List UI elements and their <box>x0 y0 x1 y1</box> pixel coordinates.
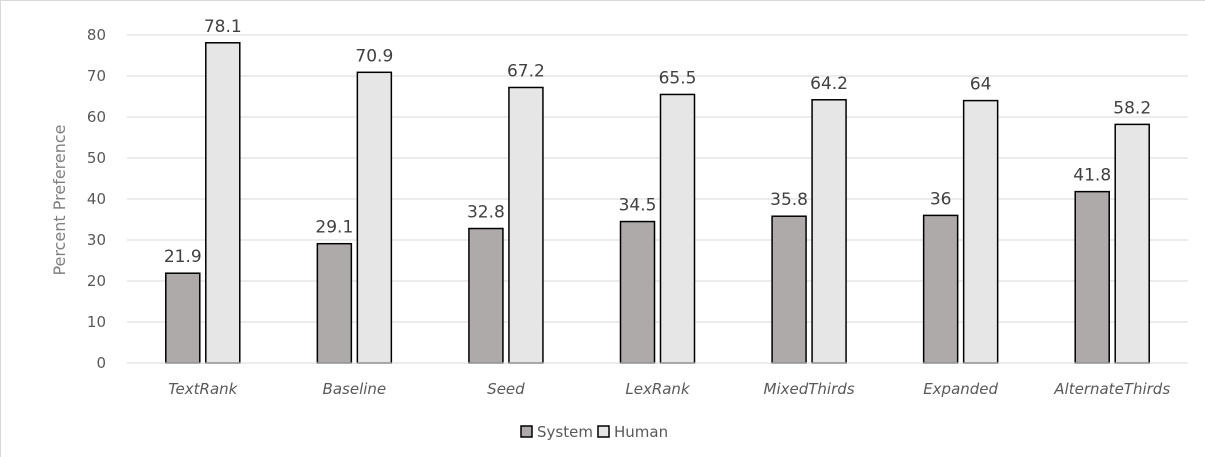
data-label: 35.8 <box>770 190 808 210</box>
bar-human <box>205 42 241 364</box>
legend-swatch-system <box>520 425 533 438</box>
y-tick-label: 80 <box>87 26 106 44</box>
legend-swatch-human <box>597 425 610 438</box>
data-label: 29.1 <box>315 218 353 238</box>
y-tick-label: 10 <box>87 313 106 331</box>
y-tick-label: 60 <box>87 108 106 126</box>
data-label: 36 <box>930 189 952 209</box>
legend-label-system: System <box>537 423 593 441</box>
y-tick-label: 0 <box>96 354 106 372</box>
x-category-label: Expanded <box>923 380 998 398</box>
bar-system <box>619 220 656 364</box>
legend: System Human <box>520 423 668 441</box>
y-tick-label: 20 <box>87 272 106 290</box>
x-category-label: LexRank <box>625 380 691 398</box>
data-label: 65.5 <box>659 68 697 88</box>
bar-human <box>1114 123 1150 364</box>
bar-human <box>811 99 847 364</box>
data-label: 64.2 <box>810 74 848 94</box>
bar-system <box>316 242 353 364</box>
y-tick-label: 30 <box>87 231 106 249</box>
bar-system <box>468 227 504 364</box>
gridlines <box>127 34 1188 323</box>
x-category-label: MixedThirds <box>764 380 855 398</box>
bar-human <box>962 99 999 364</box>
bar-system <box>922 214 959 364</box>
y-axis-ticks: 0 10 20 30 40 50 60 70 80 <box>87 26 106 372</box>
bar-system <box>771 215 807 364</box>
x-category-label: TextRank <box>168 380 238 398</box>
data-label: 41.8 <box>1073 166 1111 186</box>
data-label: 67.2 <box>507 61 545 81</box>
data-label: 34.5 <box>619 196 657 216</box>
y-tick-label: 50 <box>87 149 106 167</box>
data-label: 64 <box>970 75 992 95</box>
x-category-label: Baseline <box>323 380 387 398</box>
x-axis-categories: TextRank Baseline Seed LexRank MixedThirds Ex… <box>168 380 1170 398</box>
data-label: 78.1 <box>204 17 242 37</box>
bar-system <box>1074 190 1110 364</box>
bar-human <box>659 93 696 364</box>
y-axis-label: Percent Preference <box>50 124 69 275</box>
data-label: 32.8 <box>467 203 505 223</box>
bar-human <box>508 86 544 364</box>
data-label: 58.2 <box>1113 98 1151 118</box>
legend-label-human: Human <box>614 423 668 441</box>
y-tick-label: 70 <box>87 67 106 85</box>
data-label: 70.9 <box>355 46 393 66</box>
bar-system <box>165 272 201 364</box>
x-category-label: Seed <box>487 380 525 398</box>
y-tick-label: 40 <box>87 190 106 208</box>
data-labels: 21.9 78.1 29.1 70.9 32.8 67.2 34.5 65.5 35.8 64.2… <box>164 17 1151 267</box>
data-label: 21.9 <box>164 247 202 267</box>
x-category-label: AlternateThirds <box>1053 380 1170 398</box>
bars <box>165 42 1150 364</box>
bar-human <box>356 71 393 364</box>
